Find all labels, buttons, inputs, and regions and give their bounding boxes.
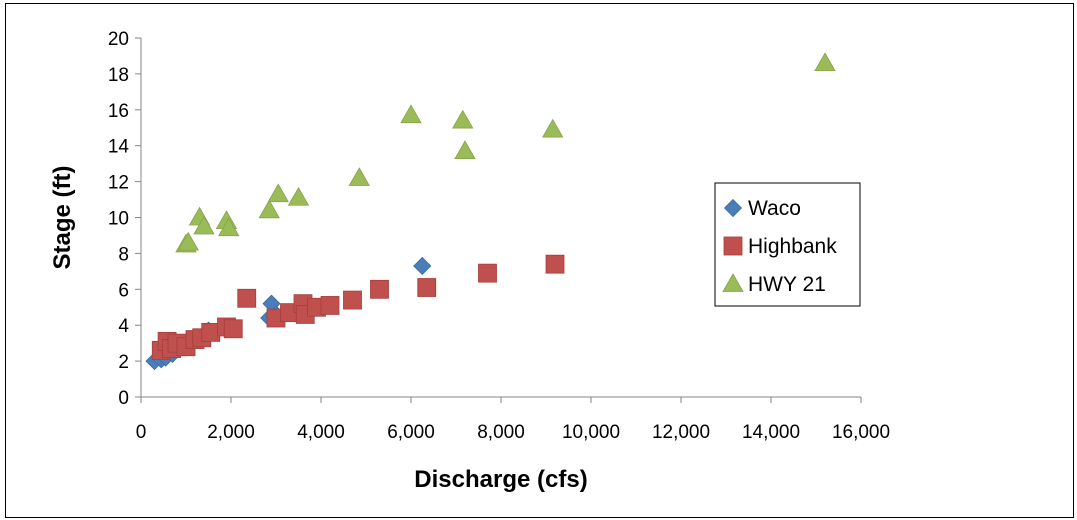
highbank-point [223, 319, 243, 339]
highbank-point [201, 322, 221, 342]
highbank-point [545, 254, 565, 274]
x-tick-label: 0 [136, 422, 147, 443]
series-highbank [151, 254, 565, 360]
data-markers [145, 52, 836, 371]
y-tick-label: 0 [118, 388, 129, 409]
y-tick-label: 12 [108, 173, 129, 194]
y-tick-label: 6 [118, 280, 129, 301]
chart-frame [5, 3, 1074, 518]
legend-waco-marker [723, 198, 743, 218]
hwy21-point [267, 183, 289, 203]
y-tick-label: 8 [118, 244, 129, 265]
highbank-point [237, 288, 257, 308]
x-axis-ticks: 0 2,000 4,000 6,000 8,000 10,000 12,000 14,000 1… [136, 397, 890, 443]
plot-area: 0 2 4 6 8 10 12 14 16 18 20 0 2,000 4,000 6,000 8,000 1… [108, 29, 890, 443]
hwy21-point [177, 231, 199, 251]
y-axis-ticks: 0 2 4 6 8 10 12 14 16 18 20 [108, 29, 141, 409]
y-axis-title: Stage (ft) [49, 166, 76, 270]
highbank-point [320, 296, 340, 315]
x-tick-label: 4,000 [297, 422, 345, 443]
y-tick-label: 16 [108, 101, 129, 122]
legend-waco-label: Waco [748, 197, 801, 220]
hwy21-point [452, 109, 474, 129]
highbank-point [370, 279, 389, 299]
x-tick-label: 14,000 [742, 422, 800, 443]
highbank-point [417, 278, 437, 297]
x-tick-label: 10,000 [562, 422, 620, 443]
hwy21-point [218, 217, 240, 237]
y-tick-label: 10 [108, 209, 129, 230]
x-tick-label: 6,000 [387, 422, 435, 443]
hwy21-point [542, 118, 564, 138]
x-tick-label: 16,000 [832, 422, 890, 443]
highbank-point [478, 263, 497, 283]
x-tick-label: 2,000 [207, 422, 255, 443]
hwy21-point [814, 52, 836, 72]
waco-point [413, 256, 432, 276]
series-hwy21 [175, 52, 836, 253]
hwy21-point [454, 140, 476, 159]
y-tick-label: 18 [108, 65, 129, 86]
x-tick-label: 12,000 [652, 422, 710, 443]
y-tick-label: 2 [118, 352, 129, 373]
legend: Waco Highbank HWY 21 [714, 182, 861, 307]
hwy21-point [400, 104, 422, 124]
y-tick-label: 4 [118, 316, 129, 337]
legend-highbank-label: Highbank [748, 235, 837, 258]
legend-hwy21-label: HWY 21 [748, 273, 826, 296]
x-tick-label: 8,000 [477, 422, 525, 443]
hwy21-point [348, 167, 370, 186]
hwy21-point [287, 186, 310, 206]
y-tick-label: 14 [108, 137, 130, 158]
x-axis-title: Discharge (cfs) [414, 466, 587, 493]
hwy21-point [193, 215, 215, 235]
highbank-point [343, 290, 362, 310]
legend-highbank-marker [723, 236, 743, 256]
y-tick-label: 20 [108, 29, 129, 50]
legend-hwy21-marker [722, 273, 744, 292]
hwy21-point [258, 199, 280, 219]
